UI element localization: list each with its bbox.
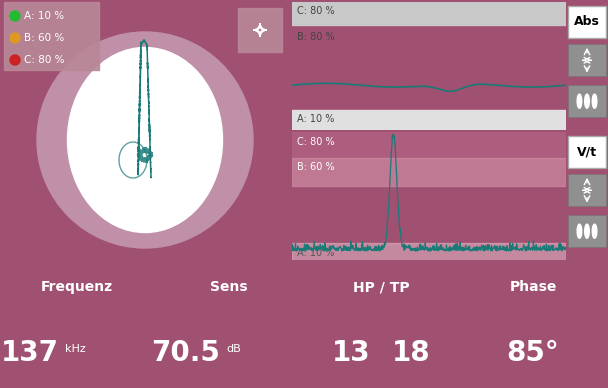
Text: HP / TP: HP / TP (353, 280, 409, 294)
Text: C: 80 %: C: 80 % (24, 55, 64, 65)
Text: Abs: Abs (574, 16, 600, 28)
Circle shape (577, 224, 582, 238)
Text: C: 80 %: C: 80 % (297, 5, 335, 16)
Circle shape (37, 32, 253, 248)
Text: V/t: V/t (577, 146, 597, 158)
Circle shape (592, 224, 597, 238)
Bar (292, 243, 566, 260)
Circle shape (577, 94, 582, 108)
Bar (292, 132, 566, 158)
FancyBboxPatch shape (568, 44, 606, 76)
Bar (292, 158, 566, 186)
Bar (292, 2, 566, 25)
Circle shape (585, 94, 589, 108)
Circle shape (10, 33, 20, 43)
Text: B: 60 %: B: 60 % (24, 33, 64, 43)
Text: 137: 137 (1, 339, 59, 367)
Bar (292, 109, 566, 130)
Text: 70.5: 70.5 (151, 339, 220, 367)
Text: B: 80 %: B: 80 % (297, 33, 335, 42)
Text: Frequenz: Frequenz (41, 280, 113, 294)
Text: 85°: 85° (506, 339, 559, 367)
Bar (4, 2, 99, 70)
Text: B: 60 %: B: 60 % (297, 163, 335, 172)
Text: 18: 18 (392, 339, 430, 367)
Circle shape (10, 55, 20, 65)
Text: Sens: Sens (210, 280, 248, 294)
Text: A: 10 %: A: 10 % (297, 114, 335, 124)
Circle shape (585, 224, 589, 238)
Circle shape (10, 11, 20, 21)
Text: A: 10 %: A: 10 % (24, 11, 64, 21)
Bar (238, 8, 282, 52)
FancyBboxPatch shape (568, 85, 606, 117)
Text: A: 10 %: A: 10 % (297, 248, 335, 258)
Text: 13: 13 (332, 339, 370, 367)
Text: kHz: kHz (65, 344, 86, 354)
FancyBboxPatch shape (568, 6, 606, 38)
Circle shape (592, 94, 597, 108)
FancyBboxPatch shape (568, 174, 606, 206)
FancyBboxPatch shape (568, 215, 606, 247)
FancyBboxPatch shape (568, 136, 606, 168)
Ellipse shape (67, 47, 223, 232)
Text: C: 80 %: C: 80 % (297, 137, 335, 147)
Text: dB: dB (226, 344, 241, 354)
Text: Phase: Phase (510, 280, 557, 294)
